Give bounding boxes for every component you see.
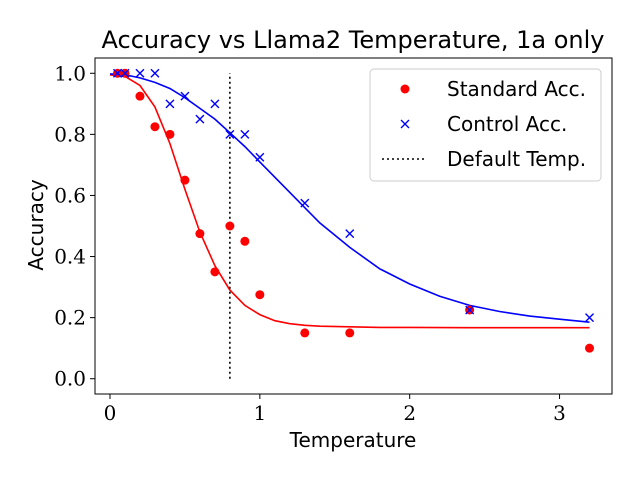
y-tick-label: 0.4 [54,245,86,269]
legend-item-standard-marker [400,84,410,94]
x-axis-label: Temperature [289,428,417,452]
chart-title: Accuracy vs Llama2 Temperature, 1a only [102,26,605,54]
x-tick-label: 1 [253,401,266,425]
legend-item-control-label: Control Acc. [447,112,567,136]
control-acc-point [240,129,250,139]
legend-item-standard: Standard Acc. [400,77,586,101]
control-acc-point [465,305,475,315]
legend-item-default-temp-label: Default Temp. [447,147,586,171]
control-acc-point [135,68,145,78]
fit-curve-standard [109,74,590,329]
control-acc-point [195,114,205,124]
standard-acc-point [150,122,160,132]
control-acc-point [180,91,190,101]
control-acc-point [585,313,595,323]
x-tick-label: 3 [553,401,566,425]
control-acc-point [225,129,235,139]
control-acc-point [112,68,122,78]
y-tick-label: 0.2 [54,306,86,330]
control-acc-point [255,152,265,162]
legend-box [369,68,602,182]
x-tick-label: 0 [104,401,117,425]
legend-item-control: Control Acc. [400,112,567,136]
y-tick-label: 0.8 [54,122,86,146]
plot-frame [94,57,613,395]
standard-acc-point [345,328,355,338]
standard-acc-point [240,236,250,246]
standard-acc-point [255,290,265,300]
standard-acc-point [135,91,145,101]
standard-acc-point [225,221,235,231]
x-tick-label: 2 [403,401,416,425]
control-acc-point [210,99,220,109]
standard-acc-point [585,343,595,353]
y-tick-label: 0.0 [54,367,86,391]
legend-item-standard-label: Standard Acc. [447,77,586,101]
control-acc-point [150,68,160,78]
control-acc-point [345,229,355,239]
fit-curve-control [109,73,590,323]
standard-acc-point [210,267,220,277]
y-tick-label: 1.0 [54,61,86,85]
y-tick-label: 0.6 [54,183,86,207]
control-acc-point [165,99,175,109]
legend: Standard Acc. Control Acc. Default Temp. [369,68,602,182]
standard-acc-point [195,229,205,239]
legend-item-control-marker [400,119,410,129]
control-acc-point [120,68,130,78]
standard-acc-point [300,328,310,338]
standard-acc-point [180,175,190,185]
legend-item-default-temp: Default Temp. [382,147,586,171]
y-axis-label: Accuracy [24,179,48,270]
control-acc-point [300,198,310,208]
standard-acc-point [165,129,175,139]
plot-area: 0 1 2 3 0.0 0.2 0.4 0.6 0.8 1.0 [54,57,613,425]
